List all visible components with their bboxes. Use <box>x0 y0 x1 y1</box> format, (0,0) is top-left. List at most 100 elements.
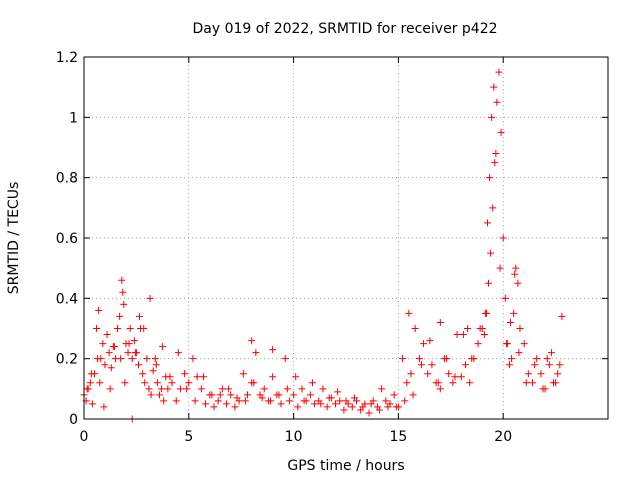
data-point <box>96 379 104 387</box>
y-axis: 0 0.2 0.4 0.6 0.8 1 1.2 <box>56 50 608 428</box>
data-point <box>114 325 122 332</box>
data-point <box>168 379 176 387</box>
data-point <box>202 400 210 408</box>
data-point <box>405 309 413 317</box>
data-point <box>126 325 134 332</box>
data-point <box>332 400 340 408</box>
data-point <box>474 340 482 348</box>
data-point <box>191 397 199 405</box>
data-point <box>537 370 545 378</box>
data-point <box>505 361 513 369</box>
data-point <box>239 370 247 378</box>
data-point <box>558 312 566 320</box>
data-point <box>501 294 509 302</box>
data-point <box>409 391 417 399</box>
data-point <box>464 325 472 332</box>
data-point <box>545 361 553 369</box>
data-point <box>483 219 491 227</box>
y-axis-label: SRMTID / TECUs <box>6 182 22 295</box>
data-point <box>283 385 291 393</box>
data-point <box>348 403 356 411</box>
data-point <box>216 391 224 399</box>
grid-lines <box>84 57 608 419</box>
data-point <box>359 403 367 411</box>
data-point <box>399 355 407 363</box>
data-point <box>93 325 101 332</box>
data-point <box>485 279 493 287</box>
data-point <box>298 385 306 393</box>
data-point <box>317 400 325 408</box>
data-point <box>87 370 95 378</box>
data-point <box>189 355 197 363</box>
data-point <box>119 288 127 296</box>
data-point <box>181 370 189 378</box>
data-point <box>492 150 500 158</box>
data-point <box>436 318 444 326</box>
data-point <box>554 370 562 378</box>
data-point <box>480 331 488 339</box>
x-tick-label: 0 <box>80 429 89 445</box>
data-point <box>497 128 505 136</box>
y-tick-label: 1.2 <box>56 50 78 66</box>
data-point <box>436 385 444 393</box>
data-point <box>252 349 260 357</box>
data-point <box>110 343 118 351</box>
data-point <box>459 331 467 339</box>
data-point <box>512 264 520 272</box>
data-point <box>208 391 216 399</box>
data-point <box>176 385 184 393</box>
data-point <box>145 385 153 393</box>
data-point <box>125 340 133 348</box>
data-point <box>424 370 432 378</box>
data-point <box>88 400 96 408</box>
data-point <box>151 355 159 363</box>
data-point <box>367 400 375 408</box>
data-point <box>515 349 523 357</box>
data-point <box>365 409 373 417</box>
data-point <box>146 294 154 302</box>
data-point <box>476 325 484 332</box>
data-point <box>336 397 344 405</box>
data-point <box>131 349 139 357</box>
data-point <box>457 373 465 381</box>
data-point <box>218 385 226 393</box>
data-point <box>141 379 149 387</box>
data-point <box>547 349 555 357</box>
data-point <box>428 361 436 369</box>
data-point <box>83 385 91 393</box>
data-point <box>143 355 151 363</box>
data-point <box>308 379 316 387</box>
data-point <box>130 337 138 345</box>
data-point <box>491 159 499 167</box>
data-point <box>510 309 518 317</box>
data-point <box>160 397 168 405</box>
data-point <box>468 355 476 363</box>
data-point <box>531 361 539 369</box>
data-point <box>139 370 147 378</box>
data-point <box>449 379 457 387</box>
y-tick-label: 0.2 <box>56 352 78 368</box>
data-point <box>334 388 342 396</box>
data-point <box>155 391 163 399</box>
data-point <box>415 355 423 363</box>
data-point <box>520 340 528 348</box>
data-point <box>466 379 474 387</box>
data-point <box>233 394 241 402</box>
y-tick-label: 0.4 <box>56 291 78 307</box>
data-point <box>311 400 319 408</box>
data-point <box>522 379 530 387</box>
data-point <box>420 340 428 348</box>
data-point <box>152 361 160 369</box>
data-point <box>86 379 94 387</box>
x-tick-label: 5 <box>184 429 193 445</box>
data-point <box>214 397 222 405</box>
data-point <box>120 300 128 308</box>
data-point <box>94 355 102 363</box>
y-tick-label: 0 <box>69 412 78 428</box>
data-point <box>124 349 132 357</box>
data-point <box>533 355 541 363</box>
data-point <box>193 373 201 381</box>
data-point <box>117 355 125 363</box>
data-point <box>426 337 434 345</box>
data-point <box>269 346 277 354</box>
